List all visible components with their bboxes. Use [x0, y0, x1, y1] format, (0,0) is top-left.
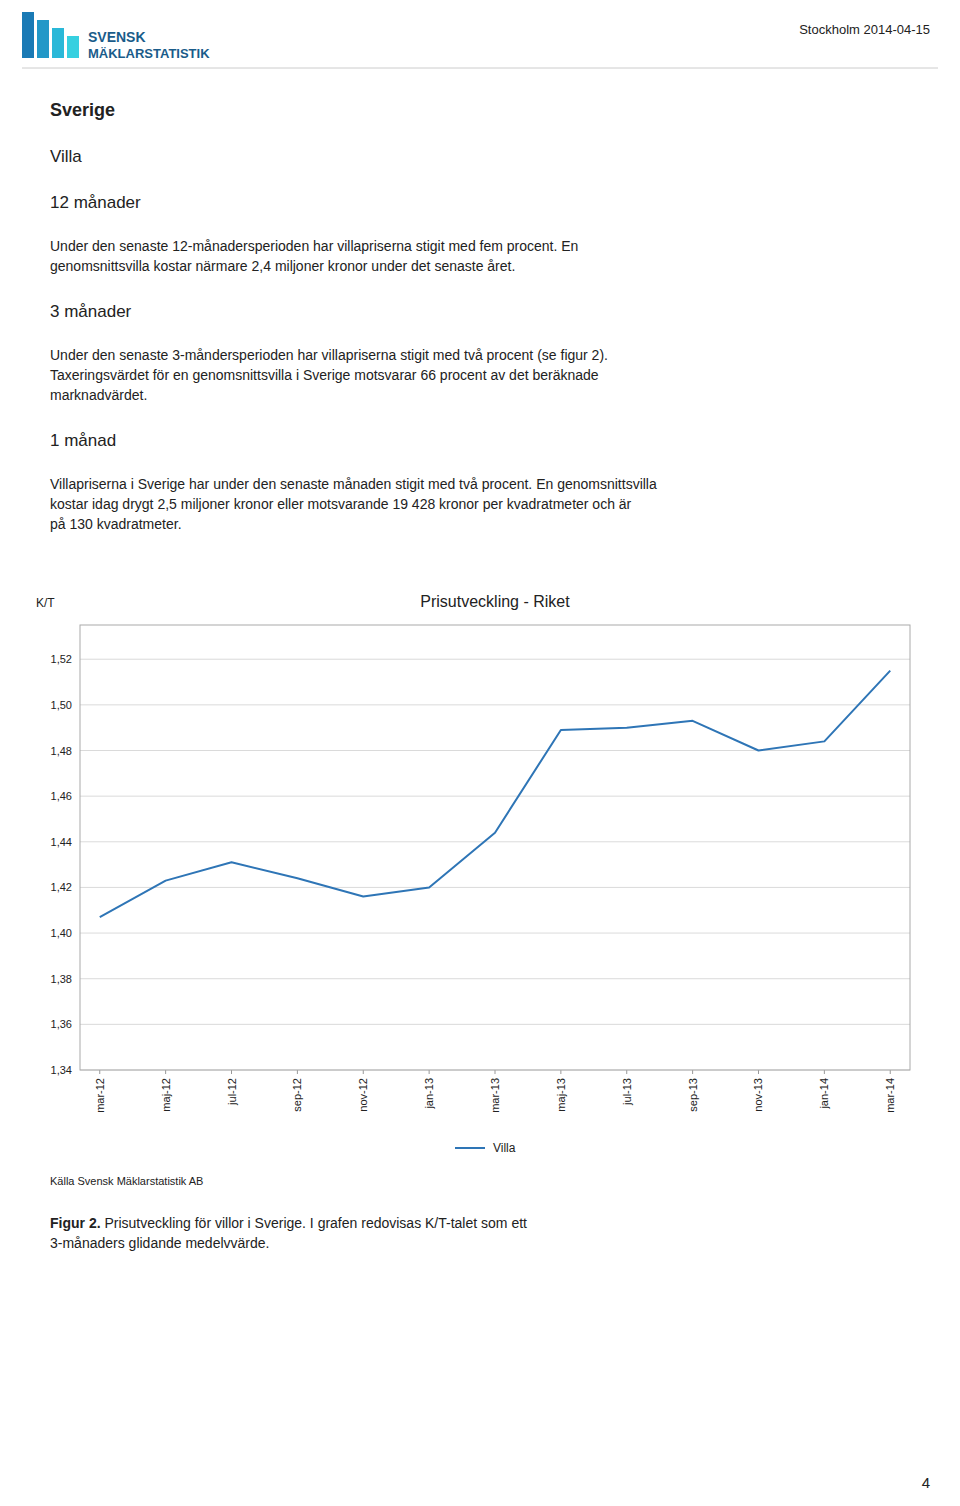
section-heading: 3 månader	[50, 302, 132, 321]
page-date: Stockholm 2014-04-15	[799, 22, 930, 37]
page-number: 4	[922, 1474, 930, 1491]
x-tick-label: jan-13	[423, 1078, 435, 1110]
grid-line	[80, 796, 910, 797]
logo-bar	[52, 28, 64, 58]
legend: Villa	[455, 1141, 516, 1155]
caption-bold: Figur 2.	[50, 1215, 101, 1231]
header: SVENSKMÄKLARSTATISTIK Stockholm 2014-04-1…	[22, 12, 938, 68]
chart-title: Prisutveckling - Riket	[420, 593, 570, 610]
grid-line	[80, 1024, 910, 1025]
y-axis: 1,34 1,36 1,38 1,40 1,42 1,44 1,46 1,48 1,50 1,52	[51, 653, 910, 1076]
x-tick	[560, 1070, 561, 1074]
x-tick	[99, 1070, 100, 1074]
x-tick-label: sep-12	[291, 1078, 303, 1112]
grid-line	[80, 933, 910, 934]
x-tick	[626, 1070, 627, 1074]
logo-bar	[37, 20, 49, 58]
x-tick	[495, 1070, 496, 1074]
section-heading: 1 månad	[50, 431, 116, 450]
heading: Sverige	[50, 100, 115, 120]
footer-text: Källa Svensk Mäklarstatistik AB Figur 2. …	[50, 1175, 527, 1251]
body-line: Taxeringsvärdet för en genomsnittsvilla …	[50, 367, 599, 383]
x-tick-label: jan-14	[818, 1078, 830, 1110]
body-line: Under den senaste 3-måndersperioden har …	[50, 347, 608, 363]
y-tick-label: 1,50	[51, 699, 72, 711]
x-tick	[758, 1070, 759, 1074]
grid-line	[80, 750, 910, 751]
x-tick-label: maj-13	[555, 1078, 567, 1112]
legend-label: Villa	[493, 1141, 516, 1155]
x-tick-label: jul-13	[621, 1078, 633, 1106]
y-tick-label: 1,42	[51, 881, 72, 893]
x-tick	[890, 1070, 891, 1074]
plot-frame	[80, 625, 910, 1070]
logo-text: SVENSK	[88, 29, 146, 45]
section-heading: 12 månader	[50, 193, 141, 212]
source: Källa Svensk Mäklarstatistik AB	[50, 1175, 203, 1187]
y-tick-label: 1,48	[51, 745, 72, 757]
body-line: på 130 kvadratmeter.	[50, 516, 182, 532]
x-tick-label: maj-12	[160, 1078, 172, 1112]
grid-line	[80, 841, 910, 842]
caption-rest: Prisutveckling för villor i Sverige. I g…	[101, 1215, 527, 1231]
y-axis-label: K/T	[36, 596, 55, 610]
x-tick-label: nov-12	[357, 1078, 369, 1112]
grid-line	[80, 887, 910, 888]
page: SVENSKMÄKLARSTATISTIK Stockholm 2014-04-1…	[0, 0, 960, 1506]
body-line: genomsnittsvilla kostar närmare 2,4 milj…	[50, 258, 515, 274]
x-tick-label: nov-13	[752, 1078, 764, 1112]
y-tick-label: 1,44	[51, 836, 72, 848]
y-tick-label: 1,38	[51, 973, 72, 985]
x-tick-label: mar-14	[884, 1078, 896, 1113]
x-tick-label: mar-12	[94, 1078, 106, 1113]
body-line: kostar idag drygt 2,5 miljoner kronor el…	[50, 496, 632, 512]
x-tick-label: jul-12	[226, 1078, 238, 1106]
y-tick-label: 1,34	[51, 1064, 72, 1076]
caption: Figur 2. Prisutveckling för villor i Sve…	[50, 1215, 527, 1231]
logo-bar	[67, 36, 79, 58]
grid-line	[80, 659, 910, 660]
background	[0, 0, 960, 1506]
plot-area	[100, 671, 890, 917]
x-tick	[297, 1070, 298, 1074]
x-tick-label: mar-13	[489, 1078, 501, 1113]
x-tick	[824, 1070, 825, 1074]
heading: Villa	[50, 147, 82, 166]
logo-bar	[22, 12, 34, 58]
grid-line	[80, 978, 910, 979]
x-tick	[165, 1070, 166, 1074]
y-tick-label: 1,52	[51, 653, 72, 665]
chart: Prisutveckling - Riket K/T 1,34 1,36 1,38 1,4…	[36, 593, 910, 1155]
grid-line	[80, 704, 910, 705]
caption-line: 3-månaders glidande medelvvärde.	[50, 1235, 269, 1251]
x-tick	[363, 1070, 364, 1074]
y-tick-label: 1,36	[51, 1018, 72, 1030]
logo-text: MÄKLARSTATISTIK	[88, 46, 210, 61]
x-tick	[429, 1070, 430, 1074]
x-tick	[692, 1070, 693, 1074]
x-tick-label: sep-13	[687, 1078, 699, 1112]
separator	[22, 68, 938, 69]
x-tick	[231, 1070, 232, 1074]
series-line	[100, 671, 890, 917]
legend-swatch	[455, 1147, 485, 1149]
body-line: Under den senaste 12-månadersperioden ha…	[50, 238, 578, 254]
body-line: marknadvärdet.	[50, 387, 147, 403]
body-text: Sverige Villa 12 månader Under den senaste …	[50, 100, 657, 532]
x-axis: mar-12 maj-12 jul-12 sep-12 nov-12 jan-13 mar-…	[94, 1070, 896, 1113]
body-line: Villapriserna i Sverige har under den se…	[50, 476, 657, 492]
y-tick-label: 1,40	[51, 927, 72, 939]
y-tick-label: 1,46	[51, 790, 72, 802]
